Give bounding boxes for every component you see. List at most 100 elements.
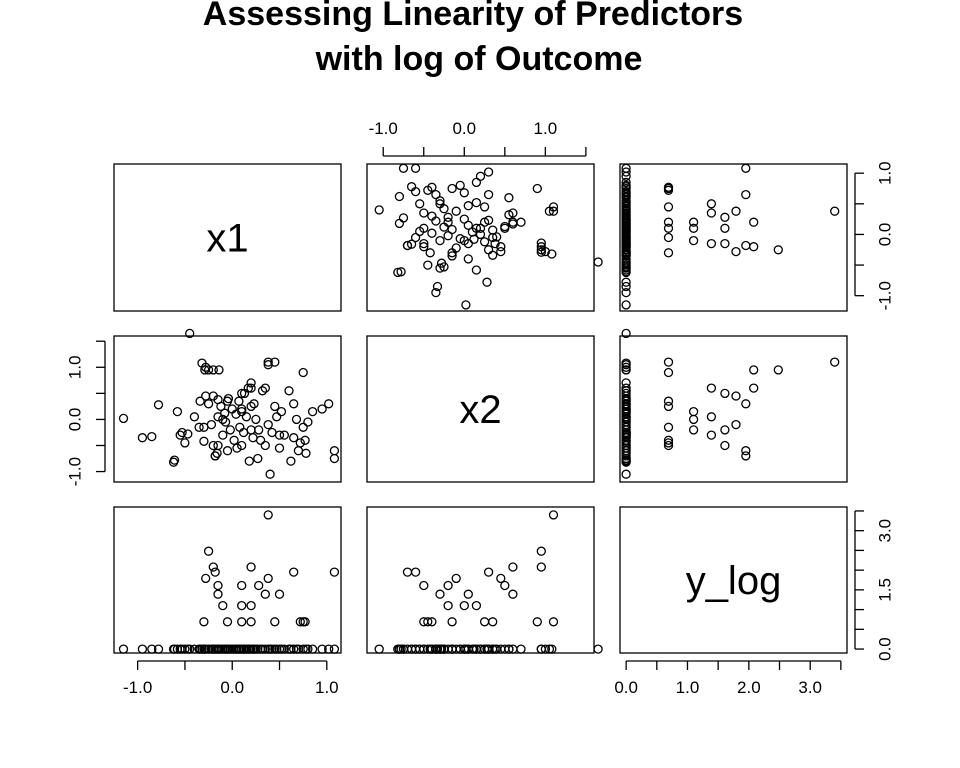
data-point [263,357,273,367]
data-point [218,600,228,611]
data-point [463,589,473,599]
data-point [720,223,730,233]
data-point [208,365,218,375]
data-point [431,189,441,200]
data-point [455,644,465,654]
data-point [621,287,631,298]
data-point [329,567,340,577]
data-point [394,191,405,202]
data-point [459,644,469,654]
data-point [218,430,228,440]
data-point [830,357,840,367]
data-point [216,401,226,412]
data-point [185,644,195,654]
data-point [210,567,220,577]
data-point [663,435,674,445]
data-point [307,644,318,654]
data-point [463,238,473,249]
data-point [688,235,699,246]
data-point [303,417,313,427]
tick-label: -1.0 [66,457,85,486]
data-point [199,422,209,432]
data-point [317,644,327,654]
data-point [270,357,280,367]
data-point [479,217,490,227]
data-point [663,396,674,406]
panel-y_log-vs-x1 [113,506,342,654]
data-point [289,399,299,409]
data-point [741,451,751,461]
data-point [536,562,546,572]
data-point [213,440,223,451]
panel-y_log-vs-x2 [366,506,603,654]
data-point [427,228,437,238]
data-point [222,617,233,627]
data-point [237,406,247,417]
tick-label: 0.0 [452,119,476,138]
data-point [237,404,247,414]
panel-frame [366,335,595,483]
data-point [214,365,224,375]
data-point [274,589,285,599]
data-point [183,429,193,439]
data-point [492,232,502,242]
data-point [741,399,751,409]
data-point [471,197,482,208]
data-point [274,430,285,440]
data-point [490,238,500,249]
data-point [324,644,334,654]
data-point [279,430,289,440]
data-point [621,177,631,188]
data-point [295,617,305,627]
data-point [830,206,840,216]
data-point [298,367,308,378]
panel-x1-vs-x1: x1 [113,163,342,312]
data-point [621,362,631,372]
data-point [435,199,445,209]
data-point [663,217,674,227]
data-point [289,644,299,654]
data-point [210,451,220,461]
data-point [137,644,148,654]
data-point [260,589,270,599]
data-point [621,401,631,412]
data-point [419,208,429,218]
data-point [720,425,730,435]
data-point [246,378,256,388]
data-point [548,206,559,216]
data-point [255,435,266,445]
panel-frame [366,506,595,654]
data-point [248,433,258,443]
panel-frame [113,335,342,483]
data-point [393,267,403,278]
tick-label: 3.0 [798,678,822,697]
top-axis-x2: -1.0 0.0 1.0 [369,119,587,157]
data-point [246,562,256,572]
bottom-axis-y-log: 0.0 1.0 2.0 3.0 [614,660,842,697]
data-point [177,427,187,438]
data-point [621,422,631,432]
data-point [208,440,218,451]
tick-label: 0.0 [66,408,85,432]
data-point [374,644,384,654]
panel-frame [113,163,342,312]
data-point [169,455,180,465]
data-point [329,446,340,456]
data-point [488,617,498,627]
data-point [419,223,429,233]
data-point [483,245,494,255]
data-point [253,453,263,464]
data-point [621,180,631,191]
data-point [203,399,214,409]
data-point [419,580,429,591]
tick-label: -1.0 [876,281,895,310]
data-point [300,617,310,627]
data-point [532,183,542,194]
data-point [663,202,674,212]
data-point [663,367,674,378]
data-point [475,171,486,181]
data-point [244,456,254,466]
data-point [451,206,461,216]
data-point [447,183,457,194]
